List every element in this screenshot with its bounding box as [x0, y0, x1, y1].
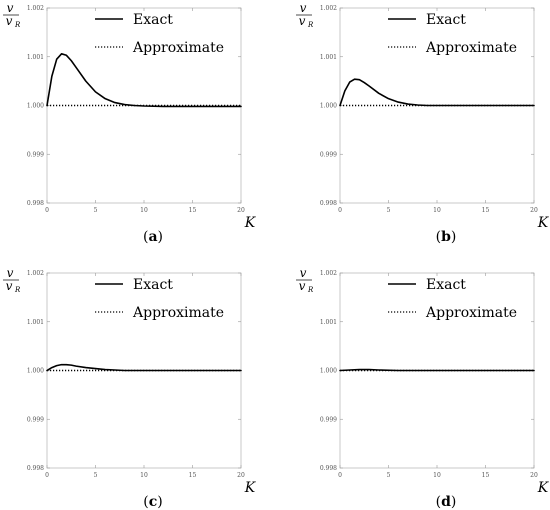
y-tick-label: 1.001: [320, 319, 337, 326]
x-tick-label: 20: [237, 207, 245, 214]
caption-close-paren: ): [158, 229, 163, 245]
panel-d: 0 5 10 15 20 0.998 0.999 1.000 1.001 1.002 vv R Exac…: [296, 266, 550, 510]
y-tick-label: 0.999: [27, 151, 44, 158]
panel-a: 0 5 10 15 20 0.998 0.999 1.000 1.001 1.002 vv R Exac…: [3, 1, 257, 245]
legend-label-approximate: Approximate: [425, 305, 517, 321]
x-tick-label: 5: [387, 207, 391, 214]
series-line-exact: [46, 53, 242, 108]
ylabel-numerator: v: [7, 266, 14, 280]
y-tick-label: 0.999: [320, 151, 337, 158]
legend-label-exact: Exact: [133, 12, 173, 28]
caption-letter: b: [441, 229, 451, 245]
ylabel-numerator: v: [300, 266, 307, 280]
ylabel-numerator: v: [300, 1, 307, 15]
ylabel-denominator-subscript: R: [307, 286, 314, 294]
y-tick-label: 1.002: [27, 270, 44, 277]
ylabel-denominator-subscript: R: [307, 21, 314, 29]
ylabel-denominator-subscript: R: [14, 286, 21, 294]
x-tick-label: 10: [433, 472, 441, 479]
x-tick-label: 0: [45, 472, 49, 479]
legend-label-approximate: Approximate: [132, 40, 224, 56]
x-tick-label: 0: [338, 207, 342, 214]
legend-label-exact: Exact: [133, 277, 173, 293]
y-tick-label: 0.999: [320, 416, 337, 423]
y-tick-label: 1.001: [27, 319, 44, 326]
panel-caption: (b): [436, 229, 457, 245]
y-tick-label: 0.998: [320, 200, 337, 207]
y-tick-label: 1.002: [320, 5, 337, 12]
legend-label-approximate: Approximate: [425, 40, 517, 56]
x-tick-label: 5: [94, 207, 98, 214]
ylabel-numerator: v: [7, 1, 14, 15]
y-tick-label: 1.000: [27, 368, 44, 375]
series-line-exact: [339, 78, 535, 107]
x-tick-label: 15: [189, 472, 197, 479]
x-tick-label: 15: [482, 207, 490, 214]
caption-open-paren: (: [436, 494, 441, 510]
x-axis-title: K: [537, 215, 550, 231]
caption-letter: c: [149, 494, 158, 510]
legend-label-exact: Exact: [426, 277, 466, 293]
ylabel-denominator: v: [299, 14, 306, 28]
x-tick-label: 0: [338, 472, 342, 479]
x-tick-label: 15: [482, 472, 490, 479]
panel-caption: (c): [143, 494, 162, 510]
y-tick-label: 1.000: [27, 103, 44, 110]
y-tick-label: 0.998: [27, 200, 44, 207]
ylabel-denominator: v: [6, 14, 13, 28]
x-axis-title: K: [244, 480, 257, 496]
legend-label-approximate: Approximate: [132, 305, 224, 321]
caption-open-paren: (: [143, 494, 148, 510]
x-axis-title: K: [244, 215, 257, 231]
ylabel-denominator: v: [299, 279, 306, 293]
legend-label-exact: Exact: [426, 12, 466, 28]
x-tick-label: 20: [530, 472, 538, 479]
caption-close-paren: ): [157, 494, 162, 510]
x-tick-label: 20: [237, 472, 245, 479]
x-tick-label: 15: [189, 207, 197, 214]
panel-caption: (d): [436, 494, 457, 510]
y-tick-label: 0.999: [27, 416, 44, 423]
x-tick-label: 10: [140, 207, 148, 214]
y-tick-label: 1.000: [320, 103, 337, 110]
y-tick-label: 0.998: [320, 465, 337, 472]
y-tick-label: 1.002: [320, 270, 337, 277]
caption-letter: a: [148, 229, 157, 245]
y-tick-label: 1.000: [320, 368, 337, 375]
x-tick-label: 5: [94, 472, 98, 479]
y-tick-label: 1.002: [27, 5, 44, 12]
caption-close-paren: ): [451, 229, 456, 245]
caption-open-paren: (: [436, 229, 441, 245]
ylabel-denominator: v: [6, 279, 13, 293]
x-tick-label: 0: [45, 207, 49, 214]
series-line-exact: [46, 363, 242, 372]
caption-close-paren: ): [451, 494, 456, 510]
x-axis-title: K: [537, 480, 550, 496]
x-tick-label: 20: [530, 207, 538, 214]
x-tick-label: 10: [433, 207, 441, 214]
panel-c: 0 5 10 15 20 0.998 0.999 1.000 1.001 1.002 vv R Exac…: [3, 266, 257, 510]
y-tick-label: 1.001: [320, 54, 337, 61]
y-tick-label: 1.001: [27, 54, 44, 61]
x-tick-label: 5: [387, 472, 391, 479]
y-tick-label: 0.998: [27, 465, 44, 472]
x-tick-label: 10: [140, 472, 148, 479]
caption-open-paren: (: [143, 229, 148, 245]
caption-letter: d: [441, 494, 451, 510]
panel-b: 0 5 10 15 20 0.998 0.999 1.000 1.001 1.002 vv R Exac…: [296, 1, 550, 245]
panel-caption: (a): [143, 229, 163, 245]
ylabel-denominator-subscript: R: [14, 21, 21, 29]
